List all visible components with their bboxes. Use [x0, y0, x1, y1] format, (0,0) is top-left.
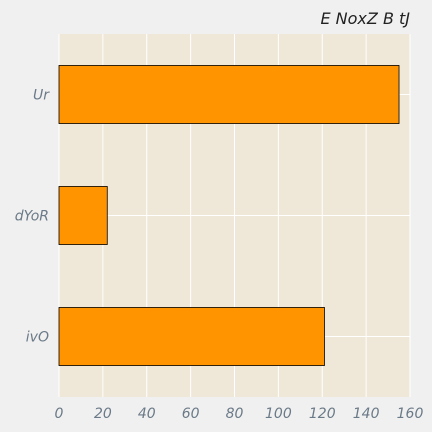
x-tick-label-8: 160 [397, 406, 424, 422]
bar-Ur [58, 65, 400, 124]
bar-ivO [58, 307, 325, 366]
bars [58, 65, 400, 366]
x-tick-label-5: 100 [265, 406, 292, 422]
y-tick-labels: Ur dYoR ivO [15, 88, 50, 346]
chart-title: E NoxZ B tJ [320, 9, 410, 28]
y-tick-label-2: ivO [26, 330, 49, 346]
y-tick-label-0: Ur [33, 88, 50, 104]
bar-dYoR [58, 186, 108, 245]
x-tick-label-2: 40 [138, 406, 156, 422]
x-tick-label-6: 120 [309, 406, 336, 422]
x-tick-label-3: 60 [182, 406, 200, 422]
x-tick-label-4: 80 [226, 406, 244, 422]
x-tick-label-0: 0 [55, 406, 64, 422]
x-tick-labels: 0 20 40 60 80 100 120 140 160 [55, 406, 424, 422]
y-tick-label-1: dYoR [15, 209, 49, 225]
x-tick-label-7: 140 [353, 406, 380, 422]
x-tick-label-1: 20 [94, 406, 112, 422]
